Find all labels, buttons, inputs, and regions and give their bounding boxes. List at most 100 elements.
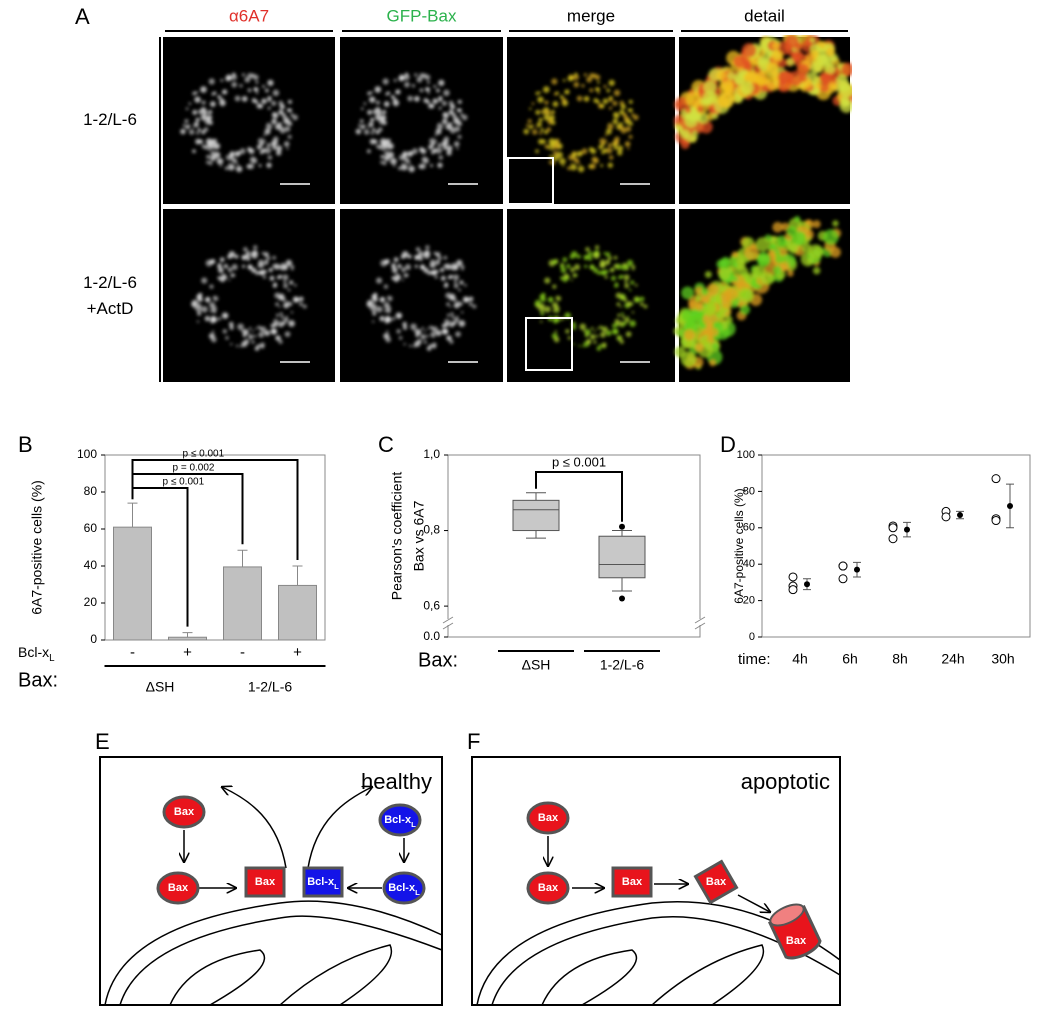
signal-dot xyxy=(227,254,232,259)
protein-label: Bax xyxy=(255,876,276,888)
signal-dot xyxy=(384,318,390,324)
signal-dot xyxy=(287,134,292,139)
signal-dot xyxy=(438,106,442,110)
signal-dot xyxy=(435,128,442,135)
signal-dot xyxy=(615,282,619,286)
signal-dot xyxy=(447,336,451,340)
signal-dot xyxy=(283,280,287,284)
signal-dot xyxy=(454,317,460,323)
signal-dot xyxy=(832,220,839,227)
signal-dot xyxy=(266,256,271,261)
signal-dot xyxy=(552,284,557,289)
signal-dot xyxy=(264,128,271,135)
signal-dot xyxy=(381,148,385,151)
signal-dot xyxy=(209,101,216,107)
signal-dot xyxy=(594,245,600,250)
signal-dot xyxy=(720,256,731,267)
signal-dot xyxy=(435,330,442,337)
signal-dot xyxy=(840,98,850,108)
signal-dot xyxy=(243,98,246,101)
signal-dot xyxy=(438,155,444,160)
signal-dot xyxy=(542,86,550,93)
signal-dot xyxy=(702,303,716,317)
signal-dot xyxy=(613,89,621,97)
x-tick-label: - xyxy=(130,644,135,661)
signal-dot xyxy=(270,323,275,328)
signal-dot xyxy=(419,88,424,93)
signal-dot xyxy=(540,128,544,132)
signal-dot xyxy=(539,294,545,300)
signal-dot xyxy=(423,267,429,273)
signal-dot xyxy=(608,155,614,160)
group-label: Bax: xyxy=(418,649,458,671)
signal-dot xyxy=(267,155,273,160)
y-tick-label: 0.0 xyxy=(423,629,440,643)
signal-dot xyxy=(391,276,395,279)
signal-dot xyxy=(196,131,200,135)
y-tick-label: 0 xyxy=(90,632,97,646)
micrograph-signal xyxy=(366,245,477,351)
sample-point xyxy=(941,512,951,522)
signal-dot xyxy=(627,147,630,150)
box xyxy=(512,499,560,532)
signal-dot xyxy=(459,280,464,285)
signal-dot xyxy=(757,254,771,268)
y-tick-label: 60 xyxy=(743,522,755,534)
significance-bracket xyxy=(535,471,623,522)
signal-dot xyxy=(425,334,429,338)
signal-dot xyxy=(370,131,375,135)
signal-dot xyxy=(739,304,751,315)
error-bar xyxy=(237,549,248,567)
signal-dot xyxy=(276,145,283,152)
signal-dot xyxy=(681,286,694,300)
protein-label: Bax xyxy=(174,806,195,818)
panel-label: F xyxy=(467,729,480,754)
signal-dot xyxy=(531,102,535,106)
signal-dot xyxy=(768,249,776,257)
signal-dot xyxy=(602,98,609,105)
signal-dot xyxy=(702,296,709,303)
signal-dot xyxy=(576,254,581,259)
outlier xyxy=(619,595,625,602)
x-tick-label: 1-2/L-6 xyxy=(600,657,645,673)
signal-dot xyxy=(452,262,456,267)
signal-dot xyxy=(694,286,704,296)
signal-dot xyxy=(299,302,303,307)
signal-dot xyxy=(593,330,596,333)
signal-dot xyxy=(358,124,362,128)
protein-label: Bcl-xL xyxy=(388,882,420,897)
signal-dot xyxy=(794,216,801,223)
signal-dot xyxy=(458,288,461,292)
signal-dot xyxy=(570,267,575,273)
signal-dot xyxy=(223,263,229,269)
signal-dot xyxy=(544,306,551,313)
signal-dot xyxy=(217,276,221,279)
protein-label: Bax xyxy=(706,876,727,888)
column-header: GFP-Bax xyxy=(387,6,457,25)
signal-dot xyxy=(624,141,631,147)
signal-dot xyxy=(629,108,633,113)
signal-dot xyxy=(617,336,621,340)
signal-dot xyxy=(589,88,594,93)
signal-dot xyxy=(464,283,467,287)
signal-dot xyxy=(712,321,720,328)
signal-dot xyxy=(626,267,629,271)
signal-dot xyxy=(463,297,470,303)
signal-dot xyxy=(605,252,611,257)
signal-dot xyxy=(402,154,407,158)
whisker xyxy=(612,530,632,537)
signal-dot xyxy=(247,264,253,270)
signal-dot xyxy=(231,74,238,81)
signal-dot xyxy=(593,340,597,344)
signal-dot xyxy=(427,271,432,275)
signal-dot xyxy=(601,342,607,348)
signal-dot xyxy=(613,140,619,146)
signal-dot xyxy=(597,271,601,275)
signal-dot xyxy=(441,118,448,125)
signal-dot xyxy=(398,336,403,340)
signal-dot xyxy=(393,100,397,104)
signal-dot xyxy=(529,107,532,110)
signal-dot xyxy=(273,319,279,325)
signal-dot xyxy=(560,267,567,274)
row-label: Bcl-xL xyxy=(18,644,55,664)
